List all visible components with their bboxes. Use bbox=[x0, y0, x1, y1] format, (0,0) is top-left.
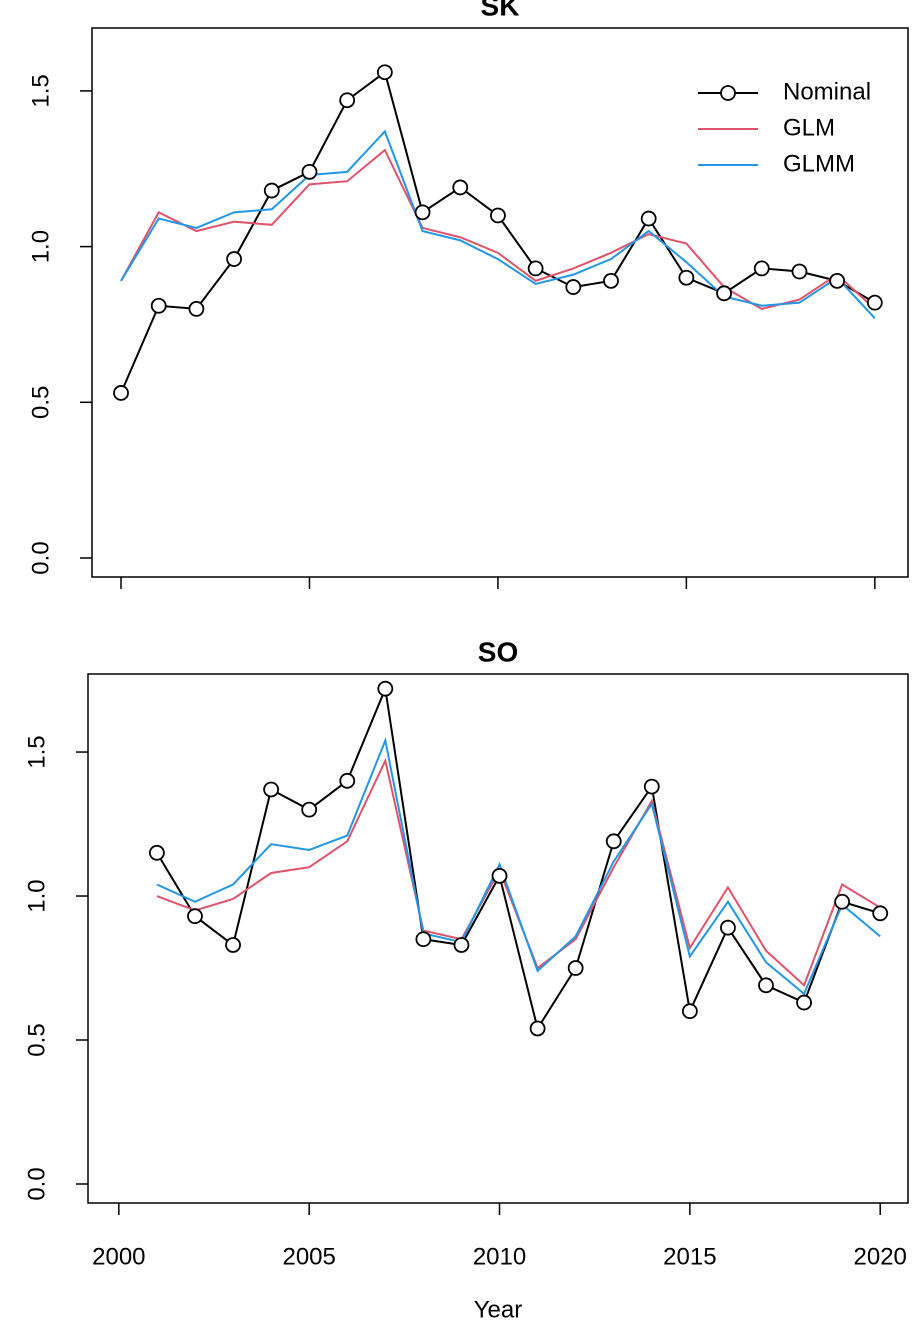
point bbox=[753, 260, 770, 277]
point bbox=[565, 279, 582, 295]
point bbox=[377, 680, 394, 697]
point bbox=[452, 179, 469, 196]
y-tick-label: 0.0 bbox=[23, 1167, 50, 1200]
y-tick-label: 0.0 bbox=[27, 541, 54, 574]
y-tick-label: 1.0 bbox=[27, 230, 54, 263]
series-line bbox=[120, 129, 876, 319]
point bbox=[529, 1020, 546, 1037]
point bbox=[453, 937, 470, 953]
point bbox=[187, 908, 203, 925]
point bbox=[758, 977, 774, 994]
y-tick-label: 1.5 bbox=[27, 74, 54, 107]
point bbox=[301, 163, 318, 180]
series-line bbox=[120, 148, 876, 310]
point bbox=[490, 207, 506, 224]
point bbox=[301, 801, 318, 818]
point bbox=[414, 204, 431, 221]
point bbox=[527, 260, 544, 277]
point bbox=[339, 92, 356, 109]
point bbox=[226, 251, 242, 267]
point bbox=[720, 919, 736, 936]
point bbox=[643, 778, 660, 795]
point bbox=[263, 182, 280, 199]
point bbox=[872, 905, 889, 922]
x-tick-label: 2000 bbox=[92, 1243, 145, 1270]
point bbox=[263, 781, 280, 798]
point bbox=[791, 263, 808, 280]
point bbox=[796, 994, 812, 1011]
point bbox=[113, 385, 129, 401]
series-line bbox=[156, 684, 881, 1032]
point bbox=[605, 833, 622, 850]
chart-title: SO bbox=[478, 636, 518, 667]
x-tick-label: 2005 bbox=[282, 1243, 335, 1270]
series-line bbox=[156, 737, 881, 996]
x-axis-label: Year bbox=[474, 1296, 523, 1323]
point bbox=[149, 844, 165, 861]
y-tick-label: 0.5 bbox=[27, 386, 54, 419]
point bbox=[866, 294, 883, 311]
point bbox=[415, 931, 432, 948]
point bbox=[491, 867, 508, 884]
y-tick-label: 1.0 bbox=[23, 879, 50, 912]
legend-label: GLMM bbox=[783, 150, 855, 177]
point bbox=[603, 272, 619, 289]
y-tick-label: 1.5 bbox=[23, 735, 50, 768]
point bbox=[834, 893, 851, 910]
x-tick-label: 2015 bbox=[663, 1243, 716, 1270]
point bbox=[567, 960, 584, 976]
point bbox=[376, 64, 393, 81]
point bbox=[829, 272, 846, 289]
plot-box bbox=[87, 673, 909, 1204]
point bbox=[678, 269, 695, 286]
point bbox=[640, 210, 657, 227]
point bbox=[716, 285, 732, 302]
point bbox=[188, 300, 205, 317]
legend-label: Nominal bbox=[783, 78, 871, 105]
plot-box bbox=[91, 27, 909, 578]
point bbox=[225, 937, 241, 953]
point bbox=[339, 772, 356, 789]
legend-label: GLM bbox=[783, 114, 835, 141]
x-tick-label: 2010 bbox=[473, 1243, 526, 1270]
chart-title: SK bbox=[481, 0, 520, 21]
series-line bbox=[120, 70, 876, 394]
y-tick-label: 0.5 bbox=[23, 1023, 50, 1056]
point bbox=[681, 1003, 698, 1020]
point bbox=[150, 297, 167, 314]
legend-marker bbox=[720, 85, 736, 101]
x-tick-label: 2020 bbox=[854, 1243, 907, 1270]
